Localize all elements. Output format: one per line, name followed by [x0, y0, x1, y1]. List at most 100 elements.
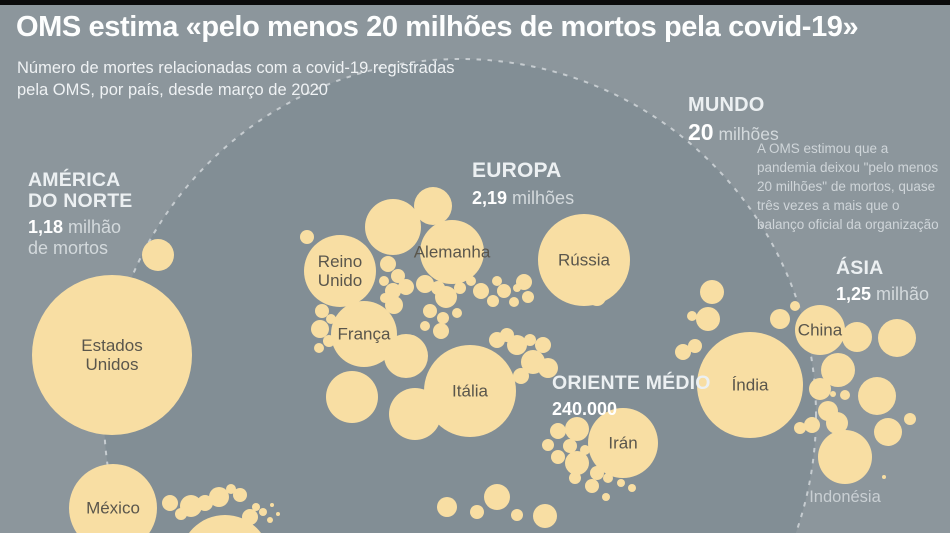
bubble — [414, 187, 452, 225]
region-north-america-unit: milhão — [63, 217, 122, 238]
bubble — [233, 488, 247, 502]
bubble — [509, 297, 519, 307]
bubble — [311, 320, 329, 338]
bubble-estados-unidos — [32, 275, 192, 435]
bubble — [580, 445, 590, 455]
bubble — [565, 417, 589, 441]
bubble-reino-unido — [304, 235, 376, 307]
bubble — [878, 319, 916, 357]
bubble — [603, 473, 613, 483]
bubble-alemanha — [420, 220, 484, 284]
region-oriente-medio-number: 240.000 — [552, 399, 618, 420]
bubble — [617, 479, 625, 487]
region-mundo-number: 20 — [688, 118, 714, 145]
bubble — [804, 417, 820, 433]
bubble — [511, 509, 523, 521]
bubble — [416, 275, 434, 293]
bubble — [588, 288, 606, 306]
bubble — [590, 466, 604, 480]
region-mundo-unit: milhões — [713, 123, 779, 144]
bubble — [466, 276, 476, 286]
bubble — [323, 335, 335, 347]
bubble — [435, 286, 457, 308]
bubble — [162, 495, 178, 511]
bubble — [365, 199, 421, 255]
bubble — [569, 472, 581, 484]
bubble — [180, 495, 202, 517]
region-oriente-medio-value: 240.000 — [552, 399, 711, 420]
bubble — [602, 493, 610, 501]
bubble — [535, 337, 551, 353]
bubble — [389, 388, 441, 440]
bubble — [790, 301, 800, 311]
bubble — [497, 284, 511, 298]
bubble — [276, 512, 280, 516]
bubble — [454, 282, 466, 294]
bubble — [380, 256, 396, 272]
bubble — [770, 309, 790, 329]
bubble — [300, 230, 314, 244]
bubble — [209, 487, 229, 507]
bubble — [522, 291, 534, 303]
mundo-note: A OMS estimou que a pandemia deixou "pel… — [757, 141, 939, 232]
region-europa-number: 2,19 — [472, 187, 508, 208]
bubble — [398, 279, 414, 295]
bubble — [314, 343, 324, 353]
bubble — [326, 371, 378, 423]
bubble — [882, 475, 886, 479]
bubble — [259, 508, 267, 516]
bubble — [507, 335, 527, 355]
bubble — [420, 321, 430, 331]
bubble — [487, 295, 499, 307]
bubble — [437, 497, 457, 517]
bubble — [492, 276, 502, 286]
region-asia-value: 1,25 milhão — [836, 284, 929, 305]
bubble — [437, 312, 449, 324]
bubble — [473, 283, 489, 299]
bubble — [326, 314, 336, 324]
bubble — [385, 296, 403, 314]
region-asia-unit: milhão — [871, 284, 930, 305]
bubble — [794, 422, 806, 434]
subtitle-line-1: Número de mortes relacionadas com a covi… — [17, 59, 455, 77]
bubble-india — [697, 332, 803, 438]
region-europa-value: 2,19 milhões — [472, 188, 574, 209]
bubble-china — [795, 305, 845, 355]
region-north-america-extra: de mortos — [28, 238, 109, 259]
bubble — [513, 284, 521, 292]
region-north-america-value: 1,18 milhão — [28, 217, 133, 238]
bubble — [533, 504, 557, 528]
bubble — [675, 344, 691, 360]
bubble — [226, 484, 236, 494]
region-north-america: AMÉRICA DO NORTE 1,18 milhão de mortos — [28, 169, 133, 259]
region-mundo-value: 20 milhões — [688, 119, 779, 146]
bubble — [142, 239, 174, 271]
bubble — [452, 308, 462, 318]
bubble — [700, 280, 724, 304]
bubble — [551, 450, 565, 464]
bubble — [628, 484, 636, 492]
bubble — [538, 358, 558, 378]
bubble — [542, 439, 554, 451]
bubble — [267, 517, 273, 523]
top-black-bar — [0, 0, 950, 5]
bubble — [470, 505, 484, 519]
region-europa-heading: EUROPA — [472, 159, 562, 182]
region-north-america-heading: AMÉRICA DO NORTE — [28, 169, 133, 213]
infographic-title: OMS estima «pelo menos 20 milhões de mor… — [16, 11, 859, 43]
bubble — [270, 503, 274, 507]
region-asia-heading: ÁSIA — [836, 257, 884, 279]
bubble — [315, 304, 329, 318]
region-asia-number: 1,25 — [836, 284, 872, 305]
region-oriente-medio-heading: ORIENTE MÉDIO — [552, 372, 711, 394]
bubble — [585, 479, 599, 493]
bubble — [524, 334, 536, 346]
bubble — [484, 484, 510, 510]
bubble — [874, 418, 902, 446]
bubble-russia — [538, 214, 630, 306]
region-europa: EUROPA 2,19 milhões — [472, 159, 574, 209]
region-mundo-heading: MUNDO — [688, 94, 765, 116]
bubble — [513, 368, 529, 384]
bubble — [826, 412, 848, 434]
